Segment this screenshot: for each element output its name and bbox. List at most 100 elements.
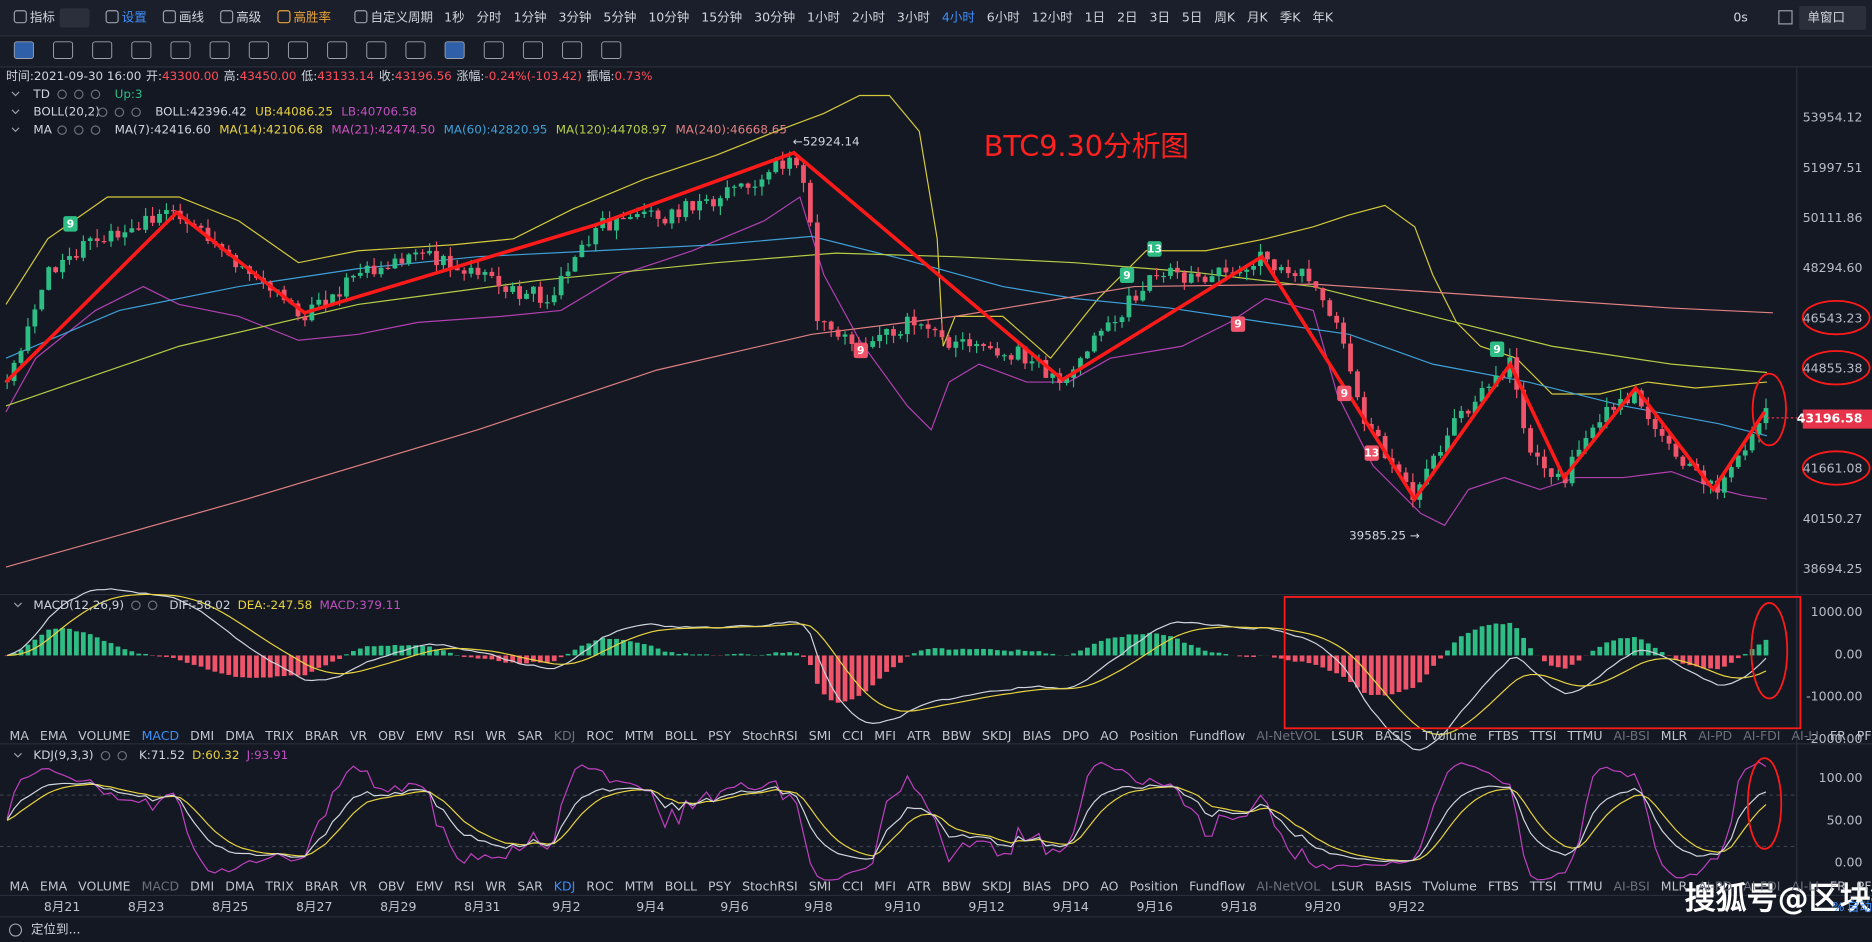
indicator-tab[interactable]: TVolume [1422, 728, 1477, 743]
indicator-tab[interactable]: AO [1100, 879, 1118, 894]
menu-item[interactable]: 自定义周期 [370, 9, 433, 24]
draw-tool[interactable] [601, 41, 622, 59]
period-tab[interactable]: 1日 [1085, 9, 1105, 24]
indicator-tab[interactable]: MLR [1661, 728, 1688, 743]
indicator-tab[interactable]: ATR [907, 879, 931, 894]
menu-item[interactable]: 画线 [179, 9, 205, 24]
indicator-tab[interactable]: VR [350, 879, 368, 894]
indicator-tab[interactable]: FR [1830, 879, 1846, 894]
draw-tool[interactable] [444, 41, 465, 59]
indicator-tab[interactable]: BIAS [1022, 728, 1051, 743]
menu-item[interactable]: 设置 [122, 9, 147, 24]
indicator-tab[interactable]: KDJ [554, 879, 576, 894]
indicator-tab[interactable]: VOLUME [78, 728, 131, 743]
indicator-tab[interactable]: SKDJ [982, 728, 1011, 743]
window-select[interactable]: 单窗口 [1808, 9, 1846, 24]
indicator-tab[interactable]: MTM [625, 879, 654, 894]
indicator-tab[interactable]: Position [1129, 728, 1178, 743]
draw-tool[interactable] [13, 41, 34, 59]
period-tab[interactable]: 周K [1214, 9, 1236, 24]
indicator-tab[interactable]: SMI [809, 728, 831, 743]
indicator-tab[interactable]: AI-BSI [1613, 728, 1649, 743]
indicator-tab[interactable]: MTM [625, 728, 654, 743]
pane-icon[interactable] [131, 600, 141, 611]
indicator-tab[interactable]: WR [485, 728, 506, 743]
indicator-tab[interactable]: AI-NetVOL [1256, 728, 1320, 743]
indicator-tab[interactable]: StochRSI [742, 728, 798, 743]
indicator-tab[interactable]: DMA [225, 879, 254, 894]
period-tab[interactable]: 5分钟 [603, 9, 636, 24]
indicator-tab[interactable]: DMA [225, 728, 254, 743]
legend-icon[interactable] [131, 107, 141, 118]
indicator-tab[interactable]: FTBS [1488, 879, 1519, 894]
indicator-tab[interactable]: BOLL [665, 879, 697, 894]
indicator-tab[interactable]: AI-LI [1791, 879, 1818, 894]
legend-icon[interactable] [97, 107, 108, 118]
indicator-tab[interactable]: TTMU [1566, 879, 1602, 894]
period-tab[interactable]: 6小时 [987, 9, 1020, 24]
period-tab[interactable]: 月K [1247, 9, 1269, 24]
indicator-tab[interactable]: AI-PD [1698, 879, 1732, 894]
indicator-tab[interactable]: ROC [586, 879, 614, 894]
draw-tool[interactable] [522, 41, 543, 59]
pane-icon[interactable] [100, 750, 111, 761]
pane-title[interactable]: MACD(12,26,9) [33, 598, 124, 612]
indicator-tab[interactable]: VR [350, 728, 368, 743]
indicator-tab[interactable]: CCI [842, 728, 863, 743]
indicator-tab[interactable]: BBW [942, 728, 971, 743]
indicator-tab[interactable]: FR [1830, 728, 1846, 743]
indicator-tab[interactable]: DPO [1062, 728, 1089, 743]
indicator-tab[interactable]: DMI [190, 879, 214, 894]
period-tab[interactable]: 15分钟 [701, 9, 742, 24]
indicator-tab[interactable]: MLR [1661, 879, 1688, 894]
indicator-tab[interactable]: MA [10, 879, 30, 894]
draw-tool[interactable] [405, 41, 426, 59]
period-tab[interactable]: 3分钟 [558, 9, 591, 24]
period-tab[interactable]: 2小时 [852, 9, 885, 24]
menu-item[interactable]: 高胜率 [293, 9, 331, 24]
period-tab[interactable]: 4小时 [942, 9, 975, 24]
draw-tool[interactable] [562, 41, 583, 59]
period-tab[interactable]: 10分钟 [648, 9, 689, 24]
legend-icon[interactable] [74, 125, 84, 135]
legend-icon[interactable] [90, 89, 101, 100]
pane-icon[interactable] [147, 600, 158, 611]
indicator-tab[interactable]: AO [1100, 728, 1118, 743]
legend-icon[interactable] [57, 89, 67, 100]
draw-tool[interactable] [170, 41, 191, 59]
indicator-tab[interactable]: EMV [416, 728, 444, 743]
period-tab[interactable]: 分时 [477, 9, 503, 24]
indicator-tab[interactable]: AI-BSI [1613, 879, 1649, 894]
indicator-tab[interactable]: Position [1129, 879, 1178, 894]
indicator-tab[interactable]: EMV [416, 879, 444, 894]
indicator-tab[interactable]: StochRSI [742, 879, 798, 894]
menu-item[interactable]: 高级 [236, 9, 262, 24]
draw-tool[interactable] [366, 41, 387, 59]
pane-icon[interactable] [117, 750, 128, 761]
indicator-tab[interactable]: FTBS [1488, 728, 1519, 743]
draw-tool[interactable] [483, 41, 504, 59]
indicator-tab[interactable]: PFR [1857, 879, 1872, 894]
indicator-tab[interactable]: OBV [378, 728, 405, 743]
indicator-tab[interactable]: EMA [40, 879, 68, 894]
legend-icon[interactable] [74, 89, 84, 100]
indicator-tab[interactable]: TRIX [264, 728, 294, 743]
indicator-tab[interactable]: BOLL [665, 728, 697, 743]
draw-tool[interactable] [209, 41, 230, 59]
legend-name[interactable]: BOLL(20,2) [33, 105, 99, 119]
draw-tool[interactable] [248, 41, 269, 59]
indicator-tab[interactable]: SKDJ [982, 879, 1011, 894]
indicator-tab[interactable]: BASIS [1375, 728, 1412, 743]
indicator-tab[interactable]: ROC [586, 728, 614, 743]
period-tab[interactable]: 年K [1312, 9, 1334, 24]
auto-toggle[interactable]: 自动 [1847, 899, 1872, 914]
legend-icon[interactable] [57, 125, 67, 135]
indicator-tab[interactable]: BASIS [1375, 879, 1412, 894]
locate-button[interactable]: 定位到... [31, 922, 80, 937]
legend-name[interactable]: MA [33, 123, 52, 137]
indicator-tab[interactable]: WR [485, 879, 506, 894]
indicator-tab[interactable]: KDJ [554, 728, 576, 743]
draw-tool[interactable] [327, 41, 348, 59]
indicator-tab[interactable]: LSUR [1331, 879, 1364, 894]
indicator-tab[interactable]: DPO [1062, 879, 1089, 894]
